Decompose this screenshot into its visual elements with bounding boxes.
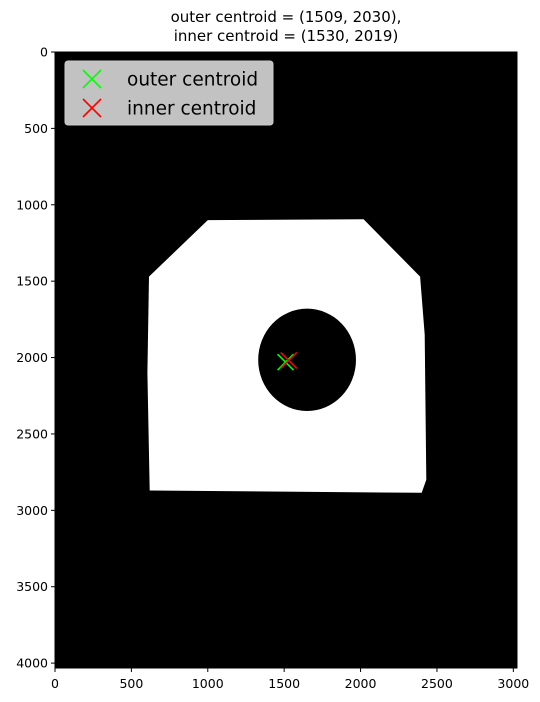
y-tick-label: 2000 bbox=[16, 350, 48, 365]
plot-area bbox=[55, 52, 517, 668]
y-tick-label: 3000 bbox=[16, 503, 48, 518]
y-tick-label: 3500 bbox=[16, 579, 48, 594]
title-line-1: outer centroid = (1509, 2030), bbox=[170, 8, 402, 26]
y-tick-label: 500 bbox=[24, 121, 48, 136]
x-tick-label: 2500 bbox=[421, 676, 453, 691]
y-tick-label: 1500 bbox=[16, 274, 48, 289]
legend-marker bbox=[82, 69, 102, 89]
legend-label: inner centroid bbox=[127, 99, 256, 120]
x-tick-label: 0 bbox=[51, 676, 59, 691]
x-tick-label: 1000 bbox=[192, 676, 224, 691]
hole-shape bbox=[258, 308, 356, 412]
marker-stroke bbox=[276, 353, 295, 371]
legend-entry: outer centroid bbox=[82, 69, 258, 91]
marker-stroke bbox=[280, 351, 298, 370]
marker-inner-centroid bbox=[280, 351, 298, 370]
legend-marker bbox=[82, 98, 102, 118]
x-tick-label: 500 bbox=[119, 676, 143, 691]
y-tick-label: 1000 bbox=[16, 197, 48, 212]
centroid-markers bbox=[276, 351, 298, 371]
legend-label: outer centroid bbox=[127, 70, 258, 91]
title-line-2: inner centroid = (1530, 2019) bbox=[173, 27, 399, 45]
x-tick-label: 2000 bbox=[345, 676, 377, 691]
legend-entry: inner centroid bbox=[82, 98, 256, 120]
marker-outer-centroid bbox=[276, 353, 295, 371]
axes-frame bbox=[54, 51, 518, 669]
legend: outer centroid inner centroid bbox=[64, 60, 274, 126]
y-tick-label: 0 bbox=[40, 45, 48, 60]
y-tick-label: 2500 bbox=[16, 426, 48, 441]
x-tick-label: 1500 bbox=[268, 676, 300, 691]
y-tick-label: 4000 bbox=[16, 656, 48, 671]
chart-title: outer centroid = (1509, 2030), inner cen… bbox=[0, 8, 540, 46]
legend-box bbox=[64, 60, 274, 126]
axes: 0 500 1000 1500 2000 2500 3000 0 500 1000 1500 2000… bbox=[16, 45, 529, 692]
x-tick-label: 3000 bbox=[497, 676, 529, 691]
